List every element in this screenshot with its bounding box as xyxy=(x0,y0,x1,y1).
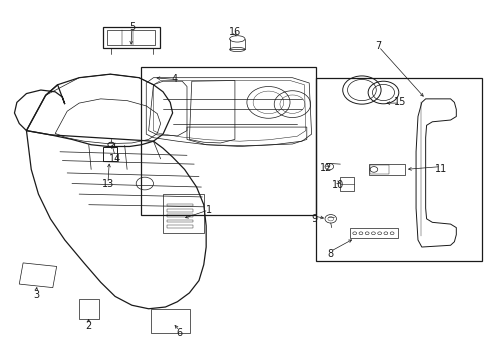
Bar xyxy=(107,30,155,45)
Bar xyxy=(166,220,193,222)
Bar xyxy=(141,67,316,215)
Bar xyxy=(316,78,481,261)
Text: 8: 8 xyxy=(327,249,333,259)
Text: 10: 10 xyxy=(331,180,344,190)
Bar xyxy=(166,214,193,217)
Text: 13: 13 xyxy=(102,179,114,189)
Text: 16: 16 xyxy=(228,27,241,37)
Bar xyxy=(151,310,190,333)
Text: 15: 15 xyxy=(393,98,406,107)
Bar xyxy=(166,209,193,212)
Text: 9: 9 xyxy=(310,214,316,224)
Text: 7: 7 xyxy=(375,41,381,51)
Text: 1: 1 xyxy=(205,205,211,215)
Text: 4: 4 xyxy=(172,75,178,85)
Bar xyxy=(349,228,397,238)
Text: 6: 6 xyxy=(176,328,183,338)
Text: 12: 12 xyxy=(319,163,331,173)
Bar xyxy=(163,194,203,233)
Bar xyxy=(103,27,160,48)
Bar xyxy=(79,299,99,319)
Bar xyxy=(166,225,193,228)
Bar xyxy=(103,147,116,161)
Bar xyxy=(340,177,353,191)
Bar xyxy=(369,165,388,174)
Text: 14: 14 xyxy=(109,154,121,164)
Bar xyxy=(166,204,193,207)
Bar xyxy=(368,164,404,175)
Text: 11: 11 xyxy=(434,165,446,174)
Text: 5: 5 xyxy=(128,22,135,32)
Text: 3: 3 xyxy=(33,290,39,300)
Text: 2: 2 xyxy=(85,321,92,332)
